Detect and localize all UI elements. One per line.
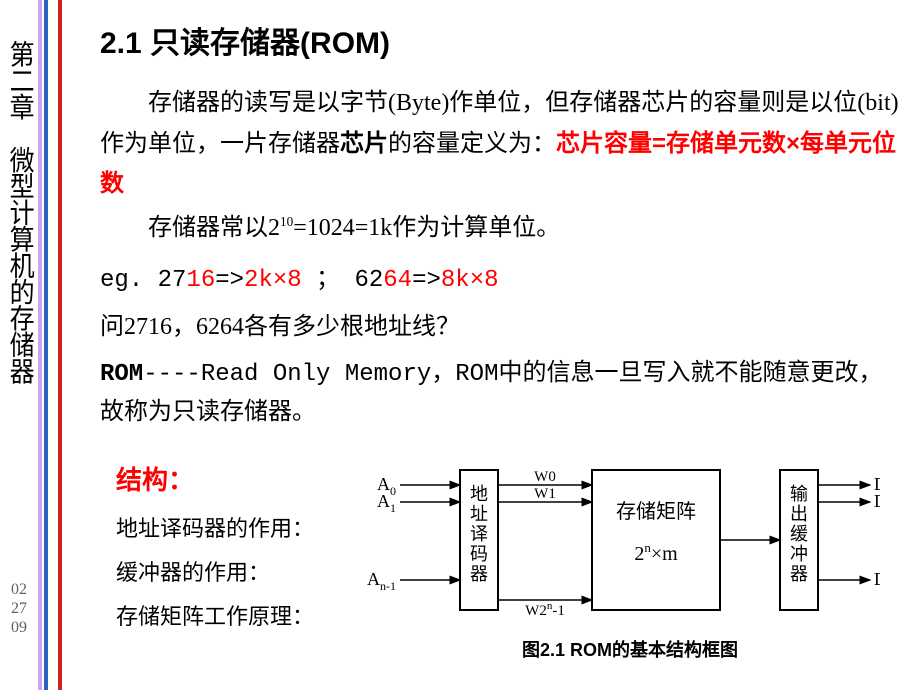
svg-text:W1: W1 <box>534 486 556 502</box>
paragraph-1: 存储器的读写是以字节(Byte)作单位，但存储器芯片的容量则是以位(bit)作为… <box>100 84 900 205</box>
rom-b: ----Read Only Memory，ROM中的信息一旦写入就不能随意更改，… <box>100 361 882 426</box>
rom-paragraph: ROM----Read Only Memory，ROM中的信息一旦写入就不能随意… <box>100 355 900 431</box>
border-red <box>58 0 62 690</box>
date-l2: 27 <box>0 599 38 618</box>
svg-text:码: 码 <box>470 544 488 564</box>
svg-text:输: 输 <box>790 484 808 504</box>
diagram: 地 址 译 码 器 存储矩阵 2n×m 输 出 缓 冲 器 A0 <box>360 460 900 662</box>
bottom-row: 结构： 地址译码器的作用： 缓冲器的作用： 存储矩阵工作原理： 地 址 译 码 … <box>100 460 900 662</box>
diagram-caption: 图2.1 ROM的基本结构框图 <box>360 636 900 662</box>
svg-text:2n×m: 2n×m <box>634 540 678 565</box>
eg-c: => <box>215 267 244 294</box>
svg-text:缓: 缓 <box>790 524 808 544</box>
eg-a: eg. 27 <box>100 267 186 294</box>
p2-b: =1024=1k作为计算单位。 <box>293 215 560 241</box>
svg-text:冲: 冲 <box>790 544 808 564</box>
eg-f: 64 <box>383 267 412 294</box>
question: 问2716，6264各有多少根地址线？ <box>100 306 900 341</box>
svg-text:器: 器 <box>790 564 808 584</box>
left-border <box>38 0 62 690</box>
structure-column: 结构： 地址译码器的作用： 缓冲器的作用： 存储矩阵工作原理： <box>100 460 360 643</box>
date-block: 02 27 09 <box>0 580 38 638</box>
date-l1: 02 <box>0 580 38 599</box>
svg-text:地: 地 <box>470 484 488 504</box>
border-blue <box>44 0 48 690</box>
rom-diagram-svg: 地 址 译 码 器 存储矩阵 2n×m 输 出 缓 冲 器 A0 <box>360 460 880 625</box>
paragraph-2: 存储器常以210=1024=1k作为计算单位。 <box>100 209 900 249</box>
svg-text:出: 出 <box>790 504 808 524</box>
struct-i1: 地址译码器的作用： <box>116 511 360 543</box>
svg-text:W2n-1: W2n-1 <box>525 600 565 619</box>
eg-g: => <box>412 267 441 294</box>
eg-b: 16 <box>186 267 215 294</box>
svg-text:D1: D1 <box>874 491 880 515</box>
svg-text:址: 址 <box>470 504 488 524</box>
content: 2.1 只读存储器(ROM) 存储器的读写是以字节(Byte)作单位，但存储器芯… <box>100 18 900 662</box>
svg-text:器: 器 <box>470 564 488 584</box>
example-line: eg. 2716=>2k×8 ； 6264=>8k×8 <box>100 258 900 294</box>
eg-e: ； 62 <box>302 267 384 294</box>
box2-a: 存储矩阵 <box>616 500 696 523</box>
sidebar: 第二章 微型计算机的存储器 <box>0 40 38 352</box>
struct-i3: 存储矩阵工作原理： <box>116 599 360 631</box>
struct-i2: 缓冲器的作用： <box>116 555 360 587</box>
svg-text:译: 译 <box>470 524 488 544</box>
section-heading: 2.1 只读存储器(ROM) <box>100 18 900 62</box>
chapter-title: 第二章 微型计算机的存储器 <box>6 40 32 383</box>
p2-a: 存储器常以2 <box>148 215 280 241</box>
border-purple <box>38 0 42 690</box>
svg-text:Dm-1: Dm-1 <box>874 569 880 593</box>
p1-b: 芯片 <box>340 130 388 157</box>
struct-title: 结构： <box>116 460 360 497</box>
svg-text:An-1: An-1 <box>367 569 396 593</box>
eg-h: 8k×8 <box>441 267 499 294</box>
svg-text:W0: W0 <box>534 469 556 485</box>
eg-d: 2k×8 <box>244 267 302 294</box>
rom-a: ROM <box>100 361 143 388</box>
p1-c: 的容量定义为： <box>388 131 556 157</box>
date-l3: 09 <box>0 618 38 637</box>
p2-sup: 10 <box>280 214 293 229</box>
